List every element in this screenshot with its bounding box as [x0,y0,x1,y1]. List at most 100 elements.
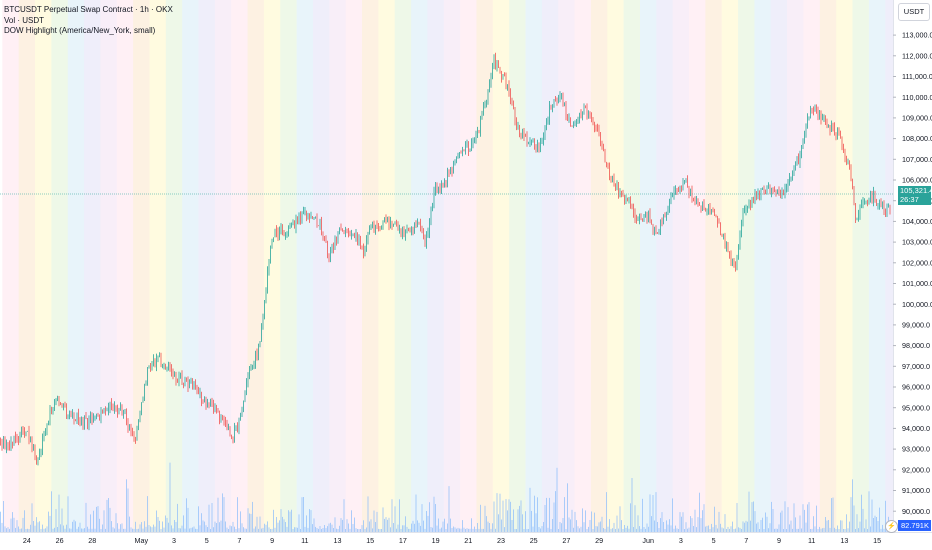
symbol-title[interactable]: BTCUSDT Perpetual Swap Contract · 1h · O… [4,5,173,14]
volume-bar [180,528,181,532]
volume-bar [201,513,202,532]
x-tick-label: 13 [840,536,848,545]
time-axis-panel[interactable] [0,532,932,550]
x-tick-label: 24 [23,536,31,545]
volume-bar [490,528,492,532]
volume-bar [423,520,424,532]
volume-bar [649,494,651,532]
volume-bar [421,504,423,532]
volume-bar [651,516,652,532]
day-band [394,0,412,532]
volume-bar [120,524,121,532]
volume-bar [177,503,178,532]
volume-bar [241,523,243,532]
bar-countdown-label: 26:37 [900,195,919,204]
volume-bar [807,504,808,532]
volume-bar [625,527,627,532]
day-band [182,0,199,532]
day-band [296,0,314,532]
volume-bar [373,510,375,532]
volume-bar [628,528,630,532]
volume-bar [529,487,531,532]
volume-bar [546,497,547,532]
x-tick-label: 5 [205,536,209,545]
volume-bar [174,520,175,532]
volume-bar [555,491,556,532]
day-band [231,0,248,532]
volume-bar [111,521,112,532]
volume-bar [253,528,255,532]
day-band [116,0,134,532]
volume-bar [151,527,153,532]
volume-bar [745,520,747,532]
day-band [67,0,85,532]
volume-bar [601,516,603,532]
volume-bar [321,529,322,532]
volume-bar [370,519,372,532]
volume-bar [550,529,552,532]
volume-bar [813,516,814,532]
volume-bar [397,524,399,532]
volume-bar [760,520,762,532]
day-band [35,0,52,532]
volume-bar [483,528,484,532]
volume-value-tag: 82.791K [898,520,931,531]
volume-bar [211,503,213,532]
volume-bar [673,528,675,532]
volume-indicator-label[interactable]: Vol · USDT [4,15,45,25]
volume-bar [747,521,748,532]
volume-bar [261,528,262,532]
volume-bar [528,529,529,532]
volume-bar [706,525,708,532]
volume-bar [507,510,508,532]
volume-bar [25,529,27,532]
x-tick-label: 23 [497,536,505,545]
volume-bar [70,528,72,532]
volume-bar [855,529,856,532]
day-band [100,0,118,532]
volume-bar [850,497,852,532]
volume-bar [55,509,57,532]
volume-bar [34,525,36,532]
day-band [754,0,772,532]
y-tick-label: 111,000.0 [902,72,932,81]
volume-bar [178,528,180,532]
volume-bar [768,528,769,532]
volume-bar [279,520,280,532]
volume-bar [540,528,541,532]
lightning-icon[interactable]: ⚡ [885,520,898,533]
volume-bar [687,528,688,532]
volume-bar [537,497,538,532]
volume-bar [168,522,169,532]
volume-bar [393,523,394,532]
volume-bar [316,528,318,532]
volume-bar [694,509,696,532]
volume-bar [372,528,373,532]
volume-bar [291,509,292,532]
volume-bar [777,528,778,532]
dow-indicator-label[interactable]: DOW Highlight (America/New_York, small) [4,26,156,35]
volume-bar [822,528,823,532]
volume-bar [679,512,681,532]
volume-bar [415,494,417,532]
volume-bar [660,518,661,532]
volume-bar [460,528,462,532]
currency-unit-button[interactable]: USDT [898,3,930,21]
x-tick-label: 28 [88,536,96,545]
volume-bar [538,527,540,532]
volume-bar [829,527,831,532]
volume-bar [27,528,28,532]
price-axis-panel[interactable] [893,0,932,550]
volume-bar [699,492,700,532]
volume-bar [289,511,291,532]
volume-bar [844,529,846,532]
volume-bar [741,529,742,532]
volume-bar [705,526,706,532]
volume-bar [234,526,235,532]
volume-bar [19,528,21,532]
volume-bar [442,521,444,532]
volume-bar [792,528,793,532]
